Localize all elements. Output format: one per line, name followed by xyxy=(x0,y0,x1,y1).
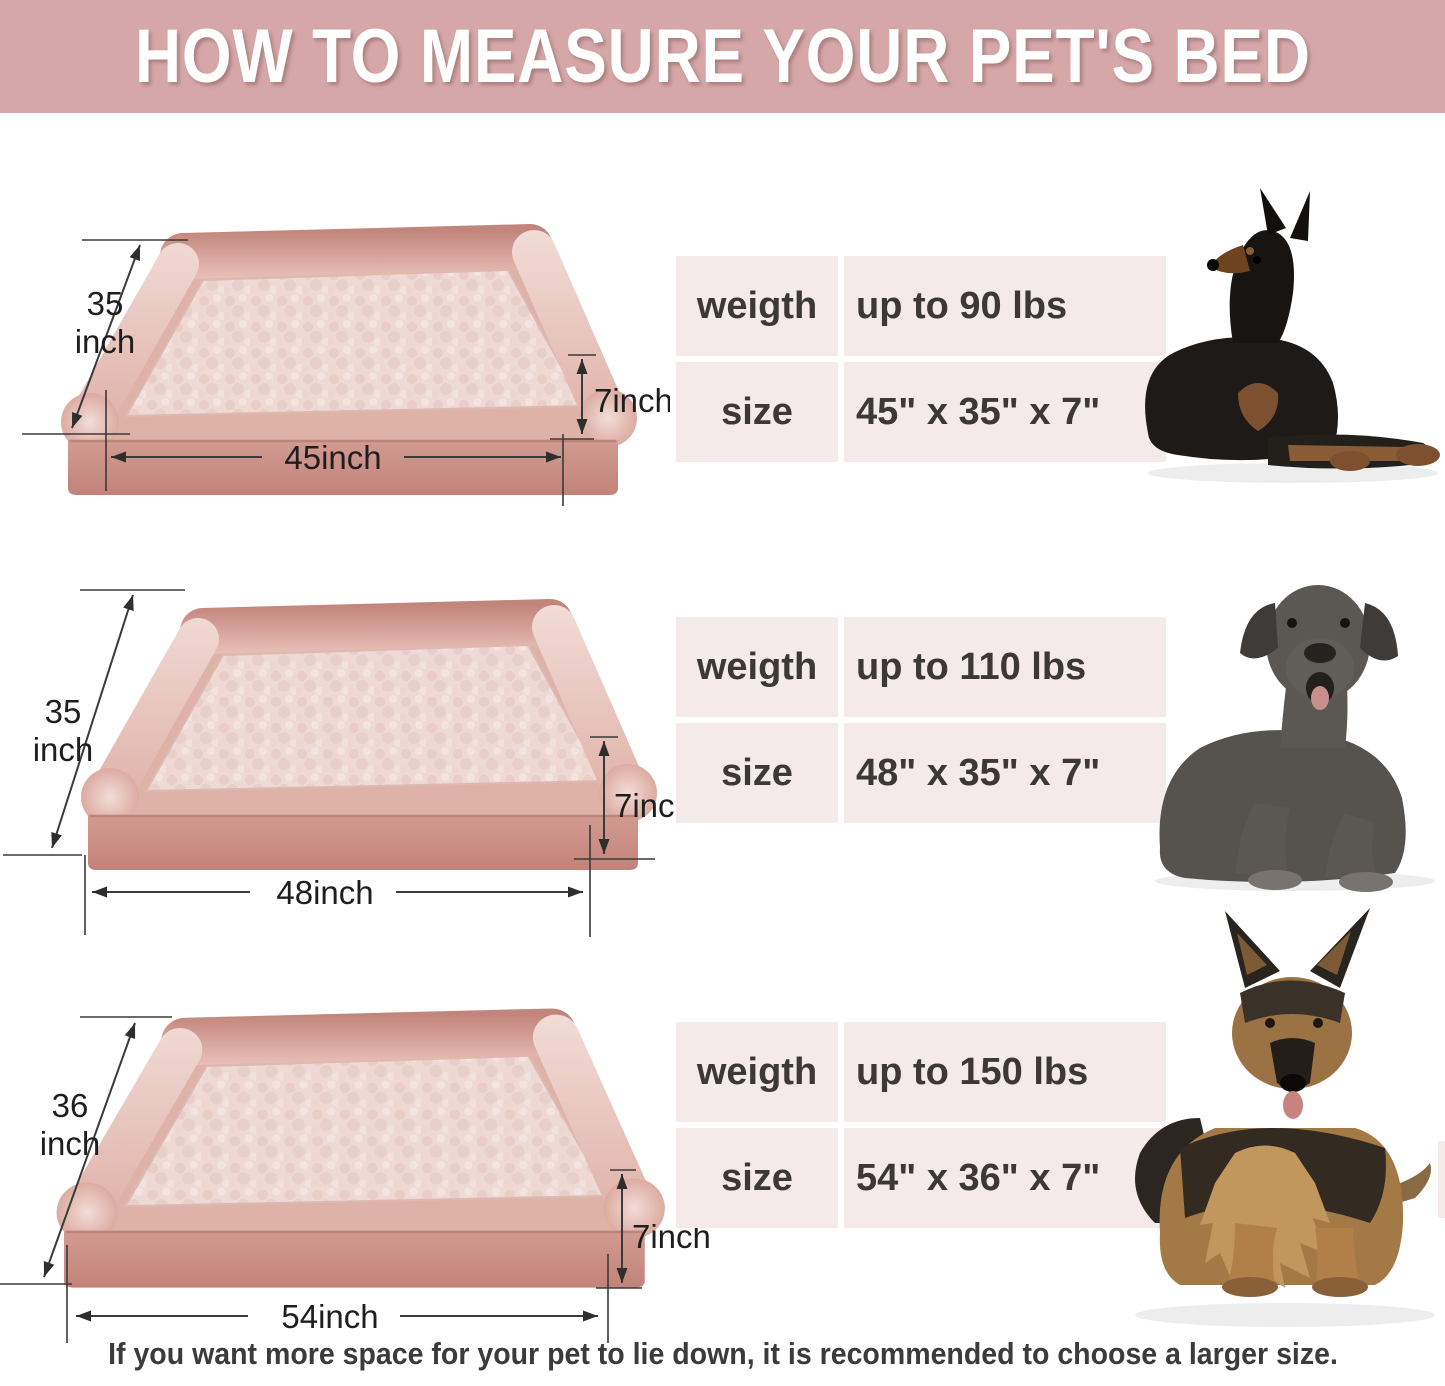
depth-label-value: 36 xyxy=(52,1087,89,1124)
bed-illustration xyxy=(81,617,657,870)
size-label: size xyxy=(676,362,838,462)
page-title: HOW TO MEASURE YOUR PET'S BED xyxy=(134,14,1311,99)
depth-dimension-arrow: 36 inch xyxy=(0,1016,172,1285)
depth-label-value: 35 xyxy=(45,693,82,730)
width-label: 48inch xyxy=(276,874,373,911)
spec-table-54: weigth up to 150 lbs size 54" x 36" x 7" xyxy=(676,1022,1166,1228)
bed-diagram-48: 35 inch 7inch 48inch xyxy=(3,589,693,937)
depth-label-unit: inch xyxy=(40,1125,101,1162)
spec-table-48: weigth up to 110 lbs size 48" x 35" x 7" xyxy=(676,617,1166,823)
bed-illustration xyxy=(57,1027,665,1288)
cropped-panel-edge xyxy=(1438,1141,1445,1218)
great-dane-dog-photo xyxy=(1140,548,1445,898)
bed-diagram-54: 36 inch 7inch 54inch xyxy=(0,945,710,1343)
size-label: size xyxy=(676,723,838,823)
width-label: 54inch xyxy=(281,1298,378,1335)
footer-note: If you want more space for your pet to l… xyxy=(107,1336,1338,1371)
weight-label: weigth xyxy=(676,256,838,356)
weight-value: up to 90 lbs xyxy=(844,256,1166,356)
weight-label: weigth xyxy=(676,617,838,717)
size-label: size xyxy=(676,1128,838,1228)
header-banner: HOW TO MEASURE YOUR PET'S BED xyxy=(0,0,1445,113)
size-value: 48" x 35" x 7" xyxy=(844,723,1166,823)
size-value: 45" x 35" x 7" xyxy=(844,362,1166,462)
weight-value: up to 150 lbs xyxy=(844,1022,1166,1122)
height-dimension-arrow: 7inch xyxy=(550,354,670,440)
width-dimension-arrow: 48inch xyxy=(84,825,591,937)
size-value: 54" x 36" x 7" xyxy=(844,1128,1166,1228)
weight-label: weigth xyxy=(676,1022,838,1122)
height-label: 7inch xyxy=(594,382,670,419)
width-label: 45inch xyxy=(284,439,381,476)
depth-dimension-arrow: 35 inch xyxy=(22,239,188,435)
depth-label-unit: inch xyxy=(75,323,136,360)
width-dimension-arrow: 45inch xyxy=(105,390,564,506)
depth-label-unit: inch xyxy=(33,731,94,768)
depth-label-value: 35 xyxy=(87,285,124,322)
spec-table-45: weigth up to 90 lbs size 45" x 35" x 7" xyxy=(676,256,1166,462)
bed-diagram-45: 35 inch 7inch 45inch xyxy=(22,150,670,525)
weight-value: up to 110 lbs xyxy=(844,617,1166,717)
width-dimension-arrow: 54inch xyxy=(66,1245,609,1343)
doberman-dog-photo xyxy=(1118,183,1445,490)
german-shepherd-dog-photo xyxy=(1085,893,1445,1343)
depth-dimension-arrow: 35 inch xyxy=(3,589,185,856)
